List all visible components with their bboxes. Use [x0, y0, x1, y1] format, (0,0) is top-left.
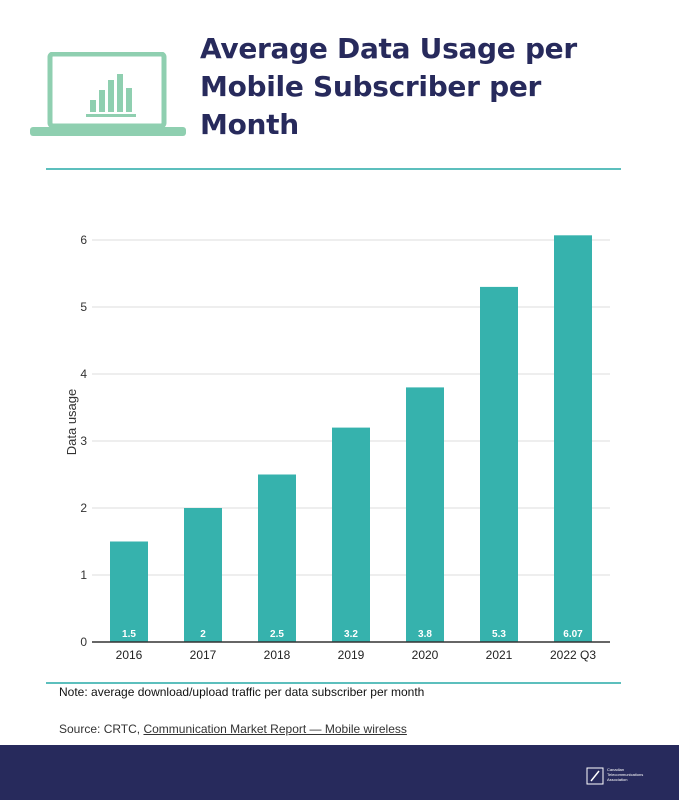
footer-bar: [0, 745, 679, 800]
x-tick-label: 2019: [338, 648, 365, 662]
source-prefix: Source: CRTC,: [59, 722, 144, 736]
bar: [480, 286, 518, 642]
x-tick-label: 2016: [116, 648, 143, 662]
y-tick-label: 0: [80, 635, 87, 649]
footer-org-line-3: Association: [607, 777, 628, 782]
x-tick-label: 2022 Q3: [550, 648, 596, 662]
x-tick-label: 2021: [486, 648, 513, 662]
title-line-1: Average Data Usage per: [200, 32, 577, 65]
bar: [332, 427, 370, 642]
bar: [184, 508, 222, 642]
data-label: 2.5: [270, 629, 284, 640]
y-tick-label: 2: [80, 501, 87, 515]
data-label: 1.5: [122, 629, 136, 640]
title-line-3: Month: [200, 108, 299, 141]
title-divider: [46, 168, 621, 170]
bar: [110, 541, 148, 642]
data-label: 3.8: [418, 629, 432, 640]
data-label: 5.3: [492, 629, 506, 640]
x-tick-label: 2020: [412, 648, 439, 662]
y-tick-label: 5: [80, 300, 87, 314]
x-tick-label: 2017: [190, 648, 217, 662]
y-tick-label: 4: [80, 367, 87, 381]
title-line-2: Mobile Subscriber per: [200, 70, 542, 103]
bar: [406, 387, 444, 642]
bar: [554, 235, 592, 642]
y-tick-label: 6: [80, 233, 87, 247]
footer-org-line-1: Canadian: [607, 767, 625, 772]
footer-org-line-2: Telecommunications: [607, 772, 644, 777]
chart-divider: [46, 682, 621, 684]
cta-logo-icon: [586, 767, 604, 785]
footer-org-name: Canadian Telecommunications Association: [607, 767, 657, 782]
bar: [258, 474, 296, 642]
y-tick-label: 1: [80, 568, 87, 582]
laptop-chart-icon: [30, 52, 186, 136]
x-tick-label: 2018: [264, 648, 291, 662]
data-label: 3.2: [344, 629, 358, 640]
source-line: Source: CRTC, Communication Market Repor…: [59, 722, 407, 736]
y-tick-label: 3: [80, 434, 87, 448]
data-label: 6.07: [563, 629, 583, 640]
bar-chart: 0 1 2 3 4 5 6 Data usage 1.5 2016 2 2017 2.5 2018 3.2 2…: [64, 233, 610, 662]
source-link[interactable]: Communication Market Report — Mobile wir…: [143, 722, 407, 736]
y-axis-label: Data usage: [64, 389, 79, 456]
chart-note: Note: average download/upload traffic pe…: [59, 685, 425, 699]
data-label: 2: [200, 629, 206, 640]
page-title: Average Data Usage per Mobile Subscriber…: [200, 30, 640, 144]
